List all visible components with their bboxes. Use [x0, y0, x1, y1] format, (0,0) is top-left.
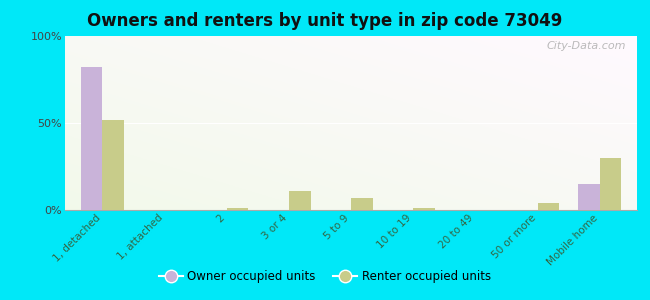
Bar [102, 119, 124, 210]
Bar [578, 184, 600, 210]
Legend: Owner occupied units, Renter occupied units: Owner occupied units, Renter occupied un… [154, 266, 496, 288]
Text: Owners and renters by unit type in zip code 73049: Owners and renters by unit type in zip c… [87, 12, 563, 30]
Bar [600, 158, 621, 210]
Bar [351, 198, 372, 210]
Bar [289, 191, 311, 210]
Text: City-Data.com: City-Data.com [546, 41, 625, 51]
Bar [81, 67, 102, 210]
Bar [538, 203, 559, 210]
Bar [413, 208, 435, 210]
Bar [227, 208, 248, 210]
